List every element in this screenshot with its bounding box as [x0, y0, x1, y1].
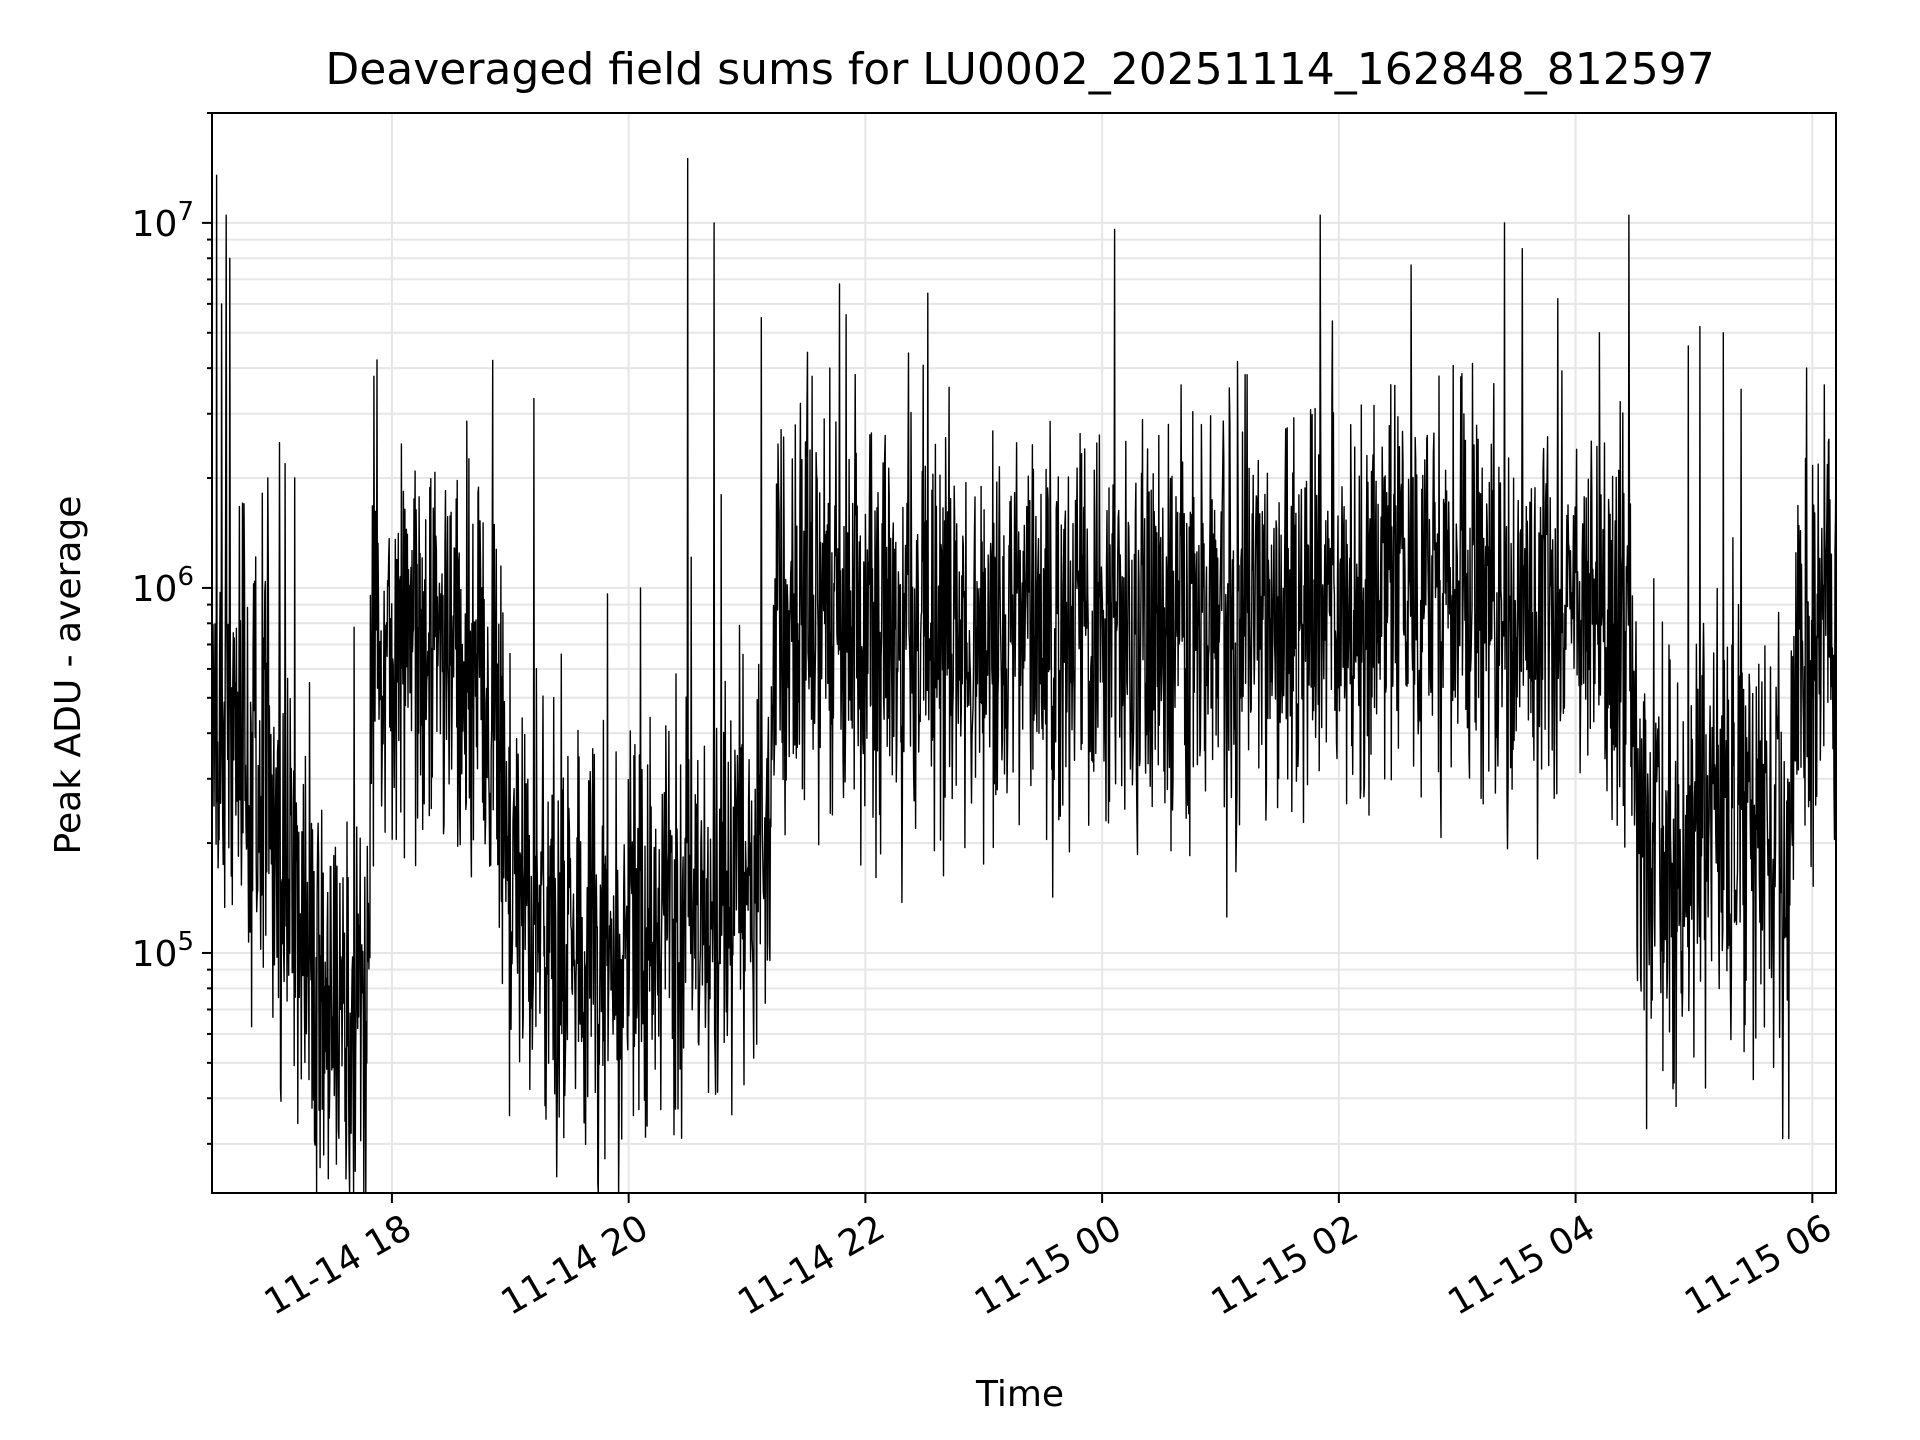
plot-frame — [211, 112, 1837, 1194]
y-tick-base: 10 — [132, 204, 178, 245]
chart-title: Deaveraged field sums for LU0002_2025111… — [325, 44, 1714, 95]
y-tick-exponent: 7 — [177, 197, 194, 227]
y-tick-label: 106 — [132, 562, 194, 610]
data-series — [211, 157, 1837, 1194]
series-line — [211, 157, 1837, 1194]
y-tick-label: 107 — [132, 197, 194, 245]
y-tick-base: 10 — [132, 569, 178, 610]
y-tick-base: 10 — [132, 934, 178, 975]
y-tick-exponent: 5 — [177, 927, 194, 957]
y-axis-label: Peak ADU - average — [48, 496, 89, 855]
y-tick-label: 105 — [132, 927, 194, 975]
x-axis-label: Time — [975, 1374, 1064, 1415]
y-tick-exponent: 6 — [177, 562, 194, 592]
